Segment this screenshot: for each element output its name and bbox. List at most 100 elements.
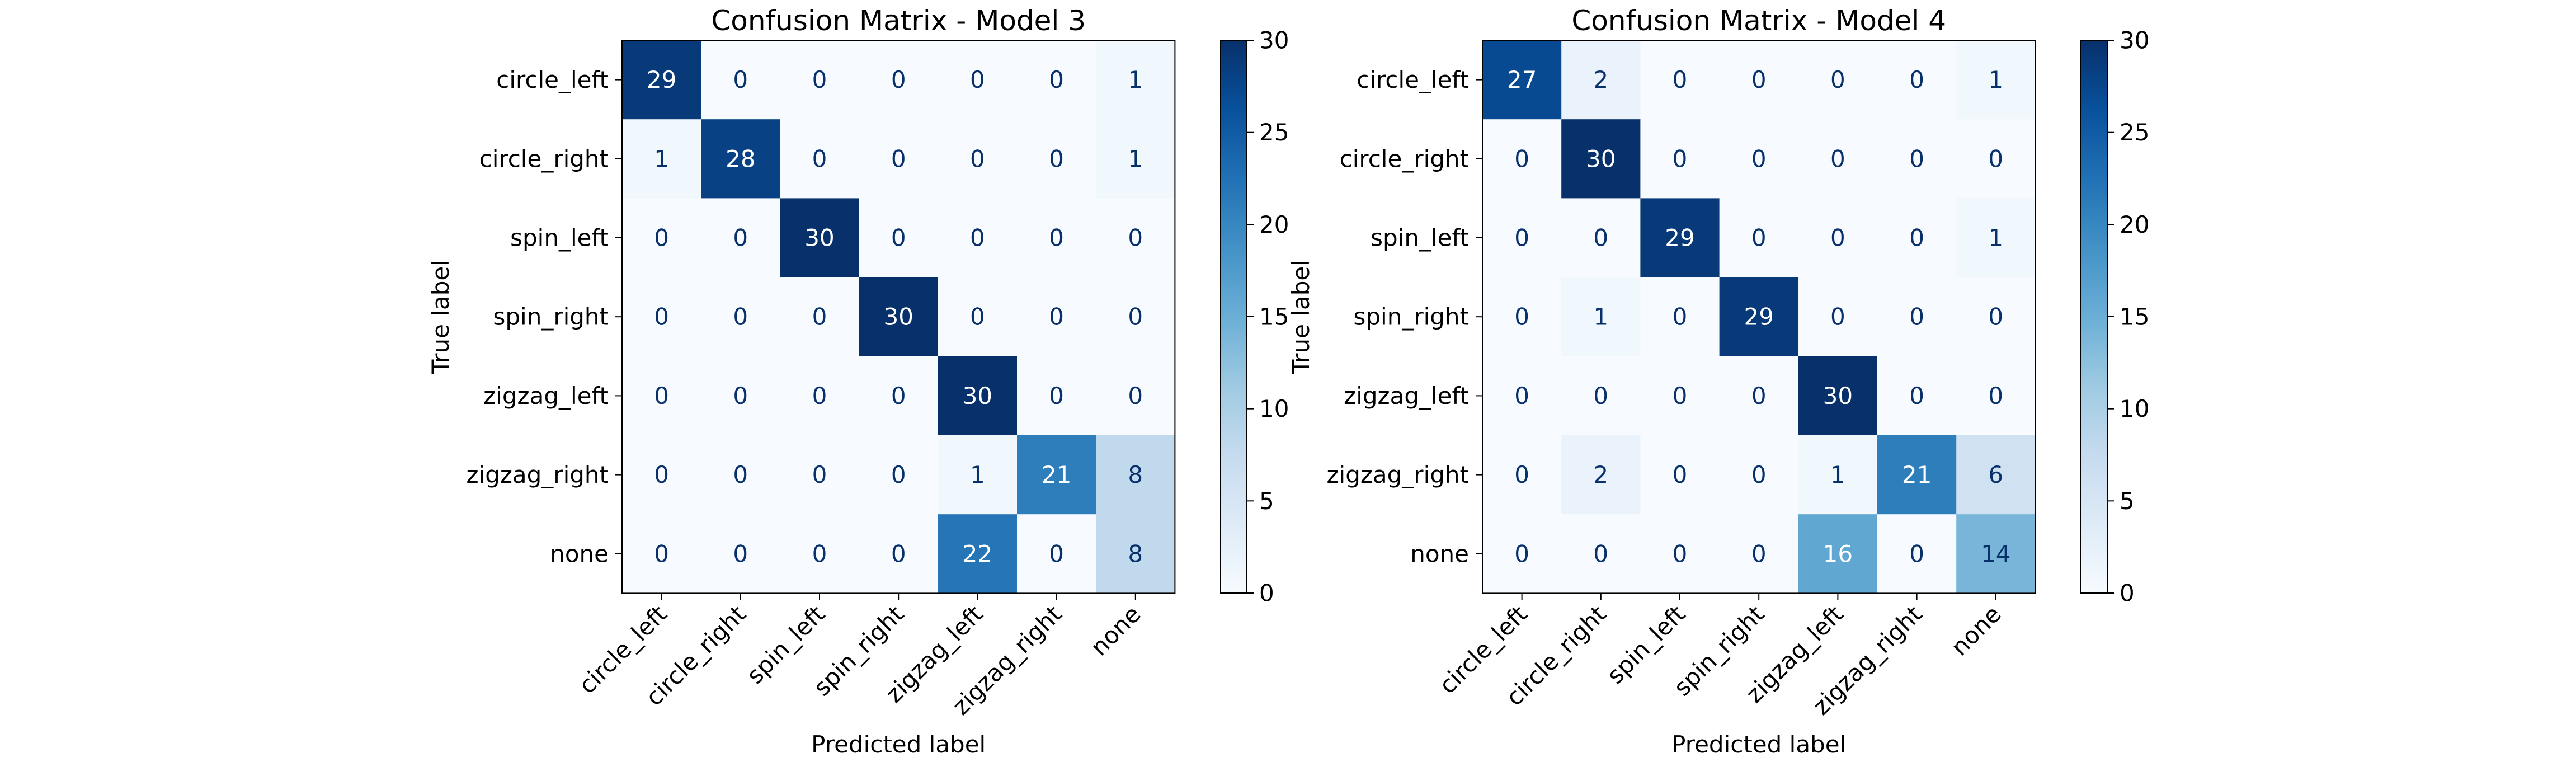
matrix-cell (859, 277, 939, 357)
matrix-cell (1719, 356, 1799, 436)
matrix-cell (1719, 198, 1799, 278)
y-tick-label: spin_right (493, 303, 609, 331)
matrix-cell (1482, 435, 1562, 515)
matrix-cell (859, 40, 939, 120)
matrix-cell (1719, 40, 1799, 120)
colorbar-tick-label: 25 (1259, 119, 1289, 146)
matrix-cell (701, 198, 780, 278)
matrix-cell (938, 198, 1018, 278)
cell-value-label: 6 (1988, 461, 2003, 488)
matrix-cell (1096, 277, 1175, 357)
matrix-cell (1017, 514, 1096, 594)
cell-value-label: 1 (1988, 66, 2003, 93)
matrix-cell (1877, 119, 1957, 199)
matrix-cell (1096, 514, 1175, 594)
y-axis-label: True label (1287, 260, 1315, 374)
colorbar-tick-label: 0 (1259, 580, 1274, 607)
matrix-cell (1561, 514, 1641, 594)
cell-value-label: 1 (1988, 224, 2003, 252)
cell-value-label: 0 (891, 145, 906, 172)
cell-value-label: 0 (1514, 382, 1529, 410)
cell-value-label: 0 (654, 461, 669, 488)
y-tick-label: spin_left (510, 224, 609, 252)
matrix-cell (1017, 119, 1096, 199)
cell-value-label: 0 (1673, 382, 1688, 410)
y-tick-label: circle_left (496, 66, 609, 93)
matrix-cell (938, 356, 1018, 436)
matrix-cell (1640, 277, 1720, 357)
cell-value-label: 0 (1128, 303, 1143, 331)
cell-value-label: 0 (1751, 461, 1767, 488)
matrix-cell (780, 435, 860, 515)
x-tick-label: none (1085, 600, 1146, 661)
cell-value-label: 0 (1830, 145, 1845, 172)
matrix-cell (701, 514, 780, 594)
cell-value-label: 0 (1988, 303, 2003, 331)
cell-value-label: 0 (1909, 303, 1924, 331)
matrix-cell (1877, 356, 1957, 436)
cell-value-label: 0 (812, 145, 827, 172)
colorbar-tick-label: 15 (1259, 303, 1289, 331)
matrix-cell (622, 277, 701, 357)
cell-value-label: 0 (1049, 224, 1064, 252)
matrix-cell (1798, 119, 1878, 199)
cell-value-label: 0 (812, 540, 827, 567)
cell-value-label: 16 (1823, 540, 1853, 567)
matrix-cell (1719, 514, 1799, 594)
matrix-cell (1017, 277, 1096, 357)
matrix-cell (780, 514, 860, 594)
matrix-cell (622, 356, 701, 436)
matrix-cell (1640, 356, 1720, 436)
matrix-cell (1482, 119, 1562, 199)
cell-value-label: 1 (1830, 461, 1845, 488)
cell-value-label: 0 (891, 224, 906, 252)
colorbar-tick-label: 15 (2120, 303, 2149, 331)
matrix-cell (859, 435, 939, 515)
matrix-cell (1561, 356, 1641, 436)
colorbar-tick-label: 10 (1259, 395, 1289, 422)
matrix-cell (1640, 198, 1720, 278)
matrix-cell (1640, 514, 1720, 594)
matrix-cell (1798, 435, 1878, 515)
cell-value-label: 2 (1593, 461, 1608, 488)
y-tick-label: none (550, 540, 609, 567)
colorbar-tick-label: 30 (1259, 27, 1289, 54)
matrix-cell (1017, 198, 1096, 278)
colorbar-tick-label: 0 (2120, 580, 2135, 607)
colorbar-tick-label: 20 (1259, 211, 1289, 238)
matrix-cell (1017, 435, 1096, 515)
cell-value-label: 0 (812, 66, 827, 93)
cell-value-label: 0 (1988, 382, 2003, 410)
matrix-cell (1956, 514, 2036, 594)
cell-value-label: 0 (1909, 66, 1924, 93)
matrix-cell (701, 119, 780, 199)
cell-value-label: 30 (883, 303, 913, 331)
matrix-cell (1561, 277, 1641, 357)
matrix-cell (1096, 356, 1175, 436)
cell-value-label: 0 (733, 303, 748, 331)
matrix-cell (622, 514, 701, 594)
cell-value-label: 30 (963, 382, 992, 410)
colorbar-tick-label: 25 (2120, 119, 2149, 146)
cell-value-label: 8 (1128, 461, 1143, 488)
cell-value-label: 0 (1673, 303, 1688, 331)
cell-value-label: 0 (1593, 382, 1608, 410)
matrix-cell (938, 119, 1018, 199)
matrix-cell (1017, 40, 1096, 120)
cell-value-label: 21 (1042, 461, 1071, 488)
colorbar-tick-label: 10 (2120, 395, 2149, 422)
matrix-cell (859, 198, 939, 278)
cell-value-label: 30 (1823, 382, 1853, 410)
cell-value-label: 1 (1128, 66, 1143, 93)
cell-value-label: 0 (970, 224, 985, 252)
cell-value-label: 0 (1909, 145, 1924, 172)
cell-value-label: 28 (726, 145, 755, 172)
matrix-cell (780, 356, 860, 436)
cell-value-label: 0 (654, 540, 669, 567)
cell-value-label: 0 (733, 461, 748, 488)
cell-value-label: 0 (1830, 303, 1845, 331)
cell-value-label: 0 (1128, 224, 1143, 252)
cell-value-label: 0 (1514, 461, 1529, 488)
cell-value-label: 0 (970, 303, 985, 331)
